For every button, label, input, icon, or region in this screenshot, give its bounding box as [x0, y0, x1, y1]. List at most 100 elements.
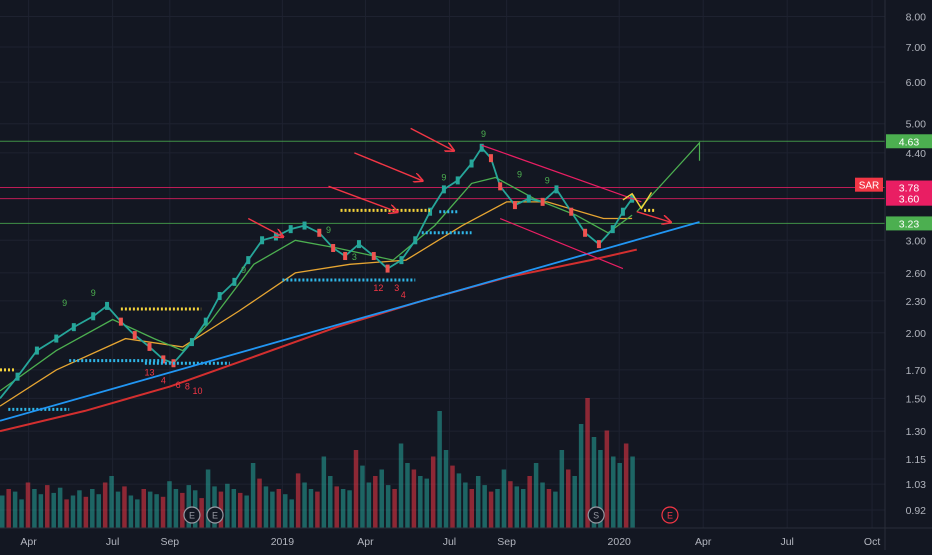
volume-bar: [508, 481, 513, 528]
volume-bar: [385, 485, 391, 528]
volume-bar: [70, 495, 76, 528]
pointer-arrow: [410, 127, 453, 150]
price-tick-label: 2.60: [906, 268, 927, 280]
event-marker-label: E: [212, 511, 218, 521]
price-candle: [132, 331, 137, 340]
price-tick-label: 2.00: [906, 328, 927, 340]
event-marker[interactable]: [661, 506, 679, 524]
count-label: 9: [241, 265, 246, 275]
volume-bar: [392, 489, 397, 528]
volume-bar: [12, 491, 18, 528]
count-label: 6: [176, 380, 181, 390]
volume-bar: [328, 476, 333, 528]
volume-bar: [128, 495, 134, 528]
volume-bar: [411, 469, 417, 528]
price-tick-label: 8.00: [906, 11, 927, 23]
price-candle: [343, 252, 348, 261]
event-marker[interactable]: [183, 506, 201, 524]
price-tick-label: 1.70: [906, 365, 927, 377]
event-marker-label: E: [189, 511, 195, 521]
volume-bar: [263, 486, 269, 528]
volume-bar: [109, 476, 114, 528]
projection-path: [636, 141, 701, 213]
volume-bar: [302, 482, 307, 528]
price-candle: [217, 291, 222, 300]
volume-bar: [495, 489, 500, 528]
count-label: 9: [326, 225, 331, 235]
volume-bar: [321, 456, 327, 528]
volume-bar: [64, 499, 69, 528]
price-candle: [498, 182, 503, 191]
volume-bar: [45, 485, 50, 528]
volume-bar: [38, 494, 44, 528]
price-candle: [246, 256, 251, 265]
price-candle: [147, 342, 152, 351]
price-candle: [488, 154, 493, 163]
volume-bar: [154, 494, 159, 528]
price-candle: [317, 228, 322, 237]
count-label: 9: [441, 172, 446, 182]
volume-bar: [630, 456, 635, 528]
price-candle: [512, 201, 517, 210]
ma-fast-line: [0, 176, 633, 392]
price-candle: [54, 334, 59, 343]
alt-projection-path: [636, 211, 670, 222]
volume-bar: [250, 463, 256, 528]
volume-bar: [160, 496, 166, 528]
event-marker[interactable]: [587, 506, 605, 524]
price-tick-label: 5.00: [906, 119, 927, 131]
volume-bar: [205, 469, 211, 528]
price-candle: [526, 194, 531, 203]
price-candle: [203, 317, 208, 326]
price-tick-label: 1.50: [906, 393, 927, 405]
volume-bar: [553, 491, 558, 528]
count-label: 13: [144, 367, 154, 377]
drawings: [0, 127, 701, 422]
chart-grid: [0, 0, 885, 528]
volume-bar: [276, 489, 282, 528]
level-tag: [886, 216, 932, 231]
volume-bar: [527, 476, 532, 528]
zigzag-path: [622, 192, 653, 210]
volume-bar: [398, 443, 404, 528]
dash-markers: [0, 208, 655, 411]
price-candle: [331, 244, 336, 253]
channel-line: [481, 144, 642, 203]
price-candle: [583, 228, 588, 237]
price-tick-label: 4.40: [906, 148, 927, 160]
count-label: 4: [161, 376, 166, 386]
volume-bar: [135, 499, 140, 528]
indicator-lines: [0, 143, 638, 433]
volume-bar: [122, 486, 127, 528]
volume-bar: [360, 465, 365, 528]
volume-bar: [315, 491, 320, 528]
volume-bar: [546, 489, 552, 528]
event-marker-label: S: [593, 511, 599, 521]
volume-bar: [25, 482, 31, 528]
price-candle: [118, 317, 123, 326]
count-label: 4: [401, 290, 406, 300]
event-marker[interactable]: [206, 506, 224, 524]
price-candle: [455, 176, 460, 185]
volume-bar: [353, 450, 359, 528]
count-label: 3: [352, 252, 357, 262]
time-tick-label: 2019: [271, 536, 295, 548]
price-candle: [540, 197, 545, 206]
channel-line: [499, 217, 624, 270]
time-tick-label: Sep: [160, 536, 179, 548]
price-candle: [569, 207, 574, 216]
price-candle: [441, 185, 446, 194]
ma-slow-line: [0, 201, 633, 407]
volume-bar: [443, 450, 449, 528]
price-candle: [232, 277, 237, 286]
volume-bar: [405, 463, 410, 528]
volume-bar: [57, 487, 63, 528]
volume-bar: [308, 489, 314, 528]
time-tick-label: Jul: [780, 536, 793, 548]
volume-bar: [475, 476, 481, 528]
ma-long-line: [0, 248, 638, 433]
